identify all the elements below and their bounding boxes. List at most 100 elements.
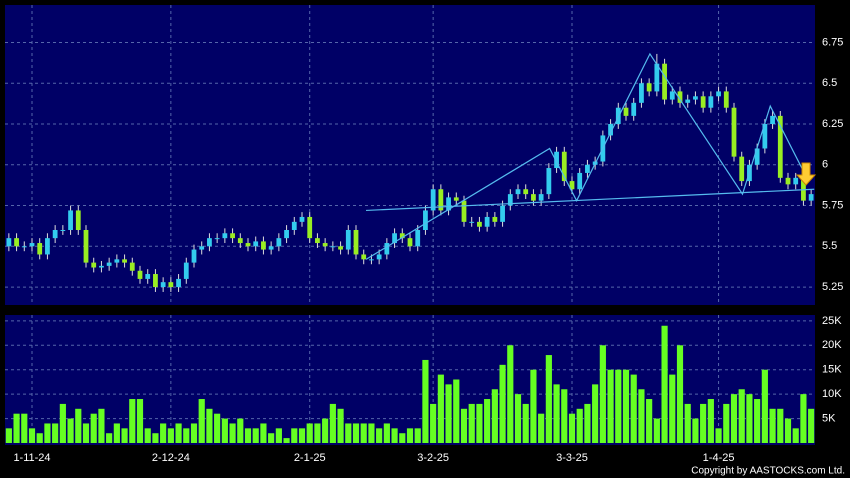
trendline bbox=[366, 188, 815, 212]
volume-bar bbox=[314, 423, 321, 443]
volume-bar bbox=[198, 399, 205, 443]
price-panel bbox=[5, 5, 815, 305]
candle-body bbox=[585, 164, 590, 173]
volume-bar bbox=[761, 369, 768, 443]
volume-bar bbox=[237, 418, 244, 443]
x-tick-label: 1-11-24 bbox=[13, 452, 50, 464]
volume-bar bbox=[553, 384, 560, 443]
volume-bar bbox=[244, 428, 252, 443]
volume-bar bbox=[214, 413, 221, 443]
volume-bar bbox=[21, 413, 28, 443]
volume-bar bbox=[268, 433, 275, 443]
candle-body bbox=[770, 115, 775, 125]
volume-bar bbox=[75, 408, 82, 443]
volume-bar bbox=[707, 399, 714, 443]
volume-bar bbox=[622, 369, 630, 443]
y-tick-label: 5.75 bbox=[822, 199, 843, 211]
candle-body bbox=[83, 230, 89, 263]
y-tick-label: 5.25 bbox=[822, 281, 843, 293]
volume-bar bbox=[792, 428, 799, 443]
volume-bar bbox=[414, 428, 421, 443]
candle-body bbox=[785, 177, 791, 185]
volume-bar bbox=[808, 408, 815, 443]
candle-body bbox=[631, 102, 637, 116]
volume-bar bbox=[406, 428, 414, 443]
candle-body bbox=[37, 243, 43, 255]
candle-body bbox=[14, 238, 19, 247]
trendline bbox=[365, 52, 804, 260]
volume-bar bbox=[615, 369, 622, 443]
volume-bar bbox=[453, 379, 460, 443]
volume-tick-label: 5K bbox=[822, 412, 836, 424]
candle-body bbox=[160, 282, 166, 288]
marks bbox=[5, 52, 815, 443]
grid bbox=[5, 5, 815, 443]
candle-body bbox=[253, 241, 259, 247]
candle-body bbox=[685, 99, 691, 103]
candle-body bbox=[353, 230, 359, 255]
candle-body bbox=[754, 148, 760, 165]
x-tick-label: 1-4-25 bbox=[703, 452, 735, 464]
candle-body bbox=[531, 194, 536, 201]
candle-body bbox=[677, 91, 683, 103]
candle-body bbox=[122, 259, 127, 263]
candle-body bbox=[268, 246, 274, 250]
candle-body bbox=[230, 233, 235, 239]
candle-body bbox=[168, 282, 174, 288]
candle-body bbox=[330, 246, 336, 248]
candle-body bbox=[477, 221, 482, 227]
candle-body bbox=[99, 265, 104, 268]
volume-bar bbox=[190, 423, 198, 443]
candle-body bbox=[176, 278, 181, 288]
volume-bar bbox=[522, 403, 529, 443]
volume-bar bbox=[422, 359, 429, 443]
candle-body bbox=[106, 262, 112, 266]
candle-body bbox=[52, 230, 58, 239]
volume-bar bbox=[67, 418, 74, 443]
candle-body bbox=[29, 243, 35, 247]
candle-body bbox=[284, 230, 289, 239]
volume-bar bbox=[545, 355, 552, 443]
volume-bar bbox=[445, 384, 452, 443]
volume-bar bbox=[530, 369, 537, 443]
volume-bar bbox=[98, 408, 105, 443]
candle-body bbox=[407, 238, 413, 247]
volume-bar bbox=[646, 399, 653, 443]
volume-bar bbox=[437, 374, 444, 443]
volume-bar bbox=[144, 428, 151, 443]
candle-body bbox=[214, 238, 220, 240]
volume-bar bbox=[82, 423, 90, 443]
candle-body bbox=[515, 189, 521, 195]
candle-body bbox=[137, 270, 143, 279]
candle-body bbox=[307, 216, 313, 239]
x-tick-label: 3-2-25 bbox=[417, 452, 449, 464]
volume-bar bbox=[283, 438, 290, 443]
candle-body bbox=[237, 238, 243, 244]
volume-bar bbox=[160, 423, 167, 443]
volume-bar bbox=[152, 433, 159, 443]
volume-bar bbox=[206, 408, 213, 443]
candle-body bbox=[276, 238, 282, 247]
volume-bar bbox=[599, 345, 606, 443]
candle-body bbox=[345, 230, 351, 250]
candle-body bbox=[207, 238, 212, 247]
candle-body bbox=[623, 107, 629, 116]
volume-bar bbox=[630, 374, 637, 443]
candle-body bbox=[716, 91, 721, 97]
candle-body bbox=[245, 243, 251, 247]
candle-body bbox=[723, 91, 729, 108]
volume-bar bbox=[430, 403, 437, 443]
candle-body bbox=[608, 124, 613, 136]
volume-bar bbox=[607, 369, 614, 443]
volume-bar bbox=[52, 423, 59, 443]
volume-bar bbox=[291, 428, 298, 443]
candle-body bbox=[423, 210, 428, 230]
volume-bar bbox=[13, 413, 20, 443]
volume-bar bbox=[584, 403, 591, 443]
volume-bar bbox=[484, 399, 491, 443]
candle-body bbox=[492, 216, 498, 222]
candle-body bbox=[75, 210, 81, 230]
candle-body bbox=[446, 197, 451, 211]
candle-body bbox=[708, 96, 714, 108]
volume-bar bbox=[106, 433, 113, 443]
